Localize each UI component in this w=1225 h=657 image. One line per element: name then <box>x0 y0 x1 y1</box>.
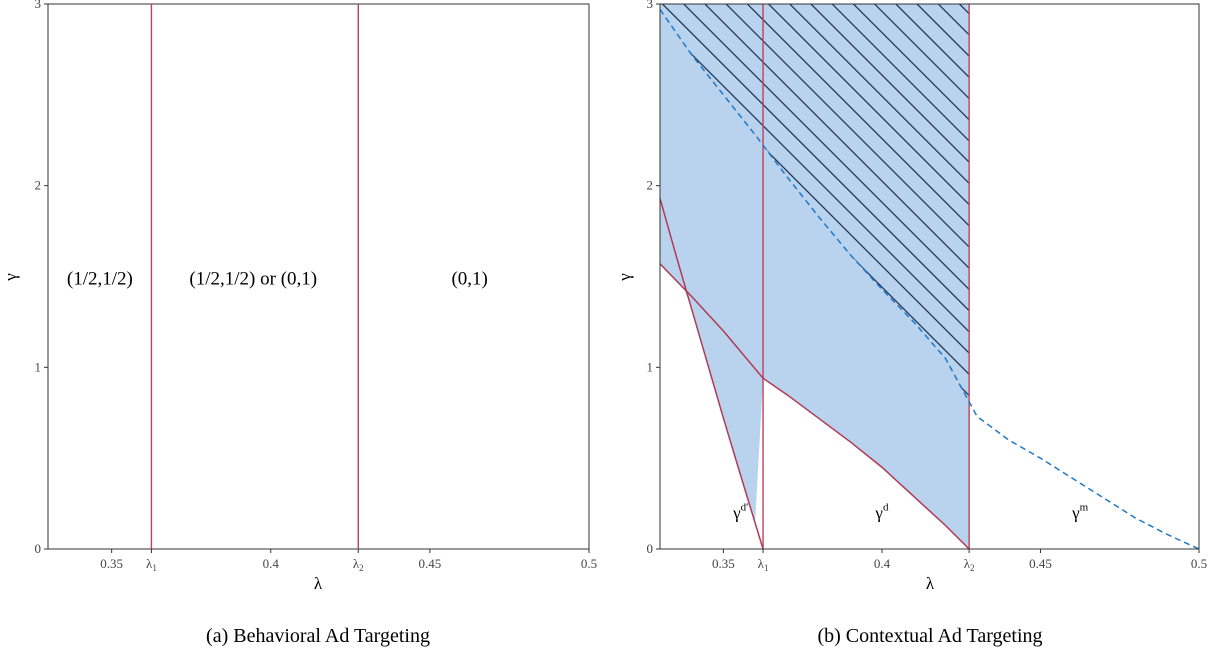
x-tick-label: 0.35 <box>712 556 735 571</box>
region-label: (1/2,1/2) or (0,1) <box>189 268 317 289</box>
x-tick-label: 0.5 <box>1191 556 1207 571</box>
curve-label: γd <box>874 502 889 523</box>
x-tick-label: 0.35 <box>100 556 123 571</box>
curve-label: γm <box>1071 502 1089 523</box>
panel-a-x-axis-title: λ <box>314 574 323 593</box>
y-tick-label: 2 <box>35 178 42 193</box>
x-tick-label: λ2 <box>353 556 364 573</box>
region-label: (1/2,1/2) <box>67 268 133 289</box>
x-tick-label: 0.45 <box>419 556 442 571</box>
x-tick-label: λ1 <box>146 556 157 573</box>
panel-b-curves <box>660 9 1199 549</box>
x-tick-label: 0.4 <box>263 556 280 571</box>
panel-b-x-axis-title: λ <box>926 574 935 593</box>
panel-b-hatched-region <box>660 4 970 402</box>
panel-b-curve-labels: γd′ γd γm <box>732 502 1088 523</box>
y-tick-label: 3 <box>647 0 654 11</box>
panel-b-y-ticks: 0 1 2 3 <box>647 0 660 556</box>
panel-a-y-ticks: 0 1 2 3 <box>35 0 48 556</box>
x-tick-label: λ2 <box>964 556 975 573</box>
series-line <box>660 263 970 549</box>
panel-a-y-axis-title: γ <box>1 273 20 282</box>
panel-b-caption: (b) Contextual Ad Targeting <box>817 625 1042 647</box>
y-tick-label: 1 <box>35 359 42 374</box>
y-tick-label: 3 <box>35 0 42 11</box>
y-tick-label: 1 <box>647 359 654 374</box>
y-tick-label: 2 <box>647 178 654 193</box>
panel-b-frame <box>659 3 1200 550</box>
panel-a-vertical-lines <box>150 4 359 549</box>
x-tick-label: λ1 <box>758 556 769 573</box>
series-line <box>660 9 1199 549</box>
series-line <box>660 198 764 549</box>
panel-a-region-labels: (1/2,1/2) (1/2,1/2) or (0,1) (0,1) <box>67 268 488 289</box>
panel-b-y-axis-title: γ <box>615 273 634 282</box>
x-tick-label: 0.5 <box>581 556 597 571</box>
panel-a-x-ticks: 0.35 λ1 0.4 λ2 0.45 0.5 <box>100 549 597 573</box>
curve-label: γd′ <box>732 502 748 523</box>
region-label: (0,1) <box>451 268 487 289</box>
panel-a-frame <box>47 3 590 550</box>
panel-a-caption: (a) Behavioral Ad Targeting <box>206 625 430 647</box>
y-tick-label: 0 <box>35 541 42 556</box>
panel-b: 0.35 λ1 0.4 λ2 0.45 0.5 0 1 2 3 γd′ γd γm λ γ (b) … <box>615 0 1207 647</box>
panel-b-vertical-lines <box>762 4 970 549</box>
x-tick-label: 0.4 <box>874 556 891 571</box>
x-tick-label: 0.45 <box>1029 556 1052 571</box>
panel-b-x-ticks: 0.35 λ1 0.4 λ2 0.45 0.5 <box>712 549 1207 573</box>
y-tick-label: 0 <box>647 541 654 556</box>
